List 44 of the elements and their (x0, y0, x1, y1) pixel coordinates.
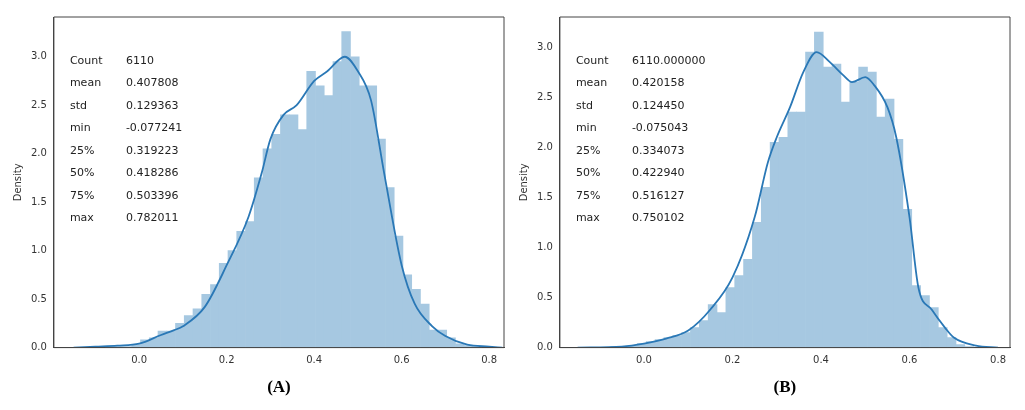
y-tick-label: 2.5 (537, 90, 553, 102)
y-tick-label: 2.0 (537, 140, 553, 152)
text: 50% 0.422940 (575, 166, 685, 180)
x-tick-label: 0.6 (901, 354, 918, 366)
y-tick-label: 0.5 (537, 291, 553, 303)
y-tick-label: 0.0 (537, 341, 553, 353)
y-tick-label: 0.0 (31, 341, 47, 353)
y-tick-label: 1.0 (537, 241, 553, 253)
x-tick-label: 0.8 (481, 354, 498, 366)
x-tick-label: 0.0 (636, 354, 652, 366)
x-axis-title: (B) (773, 377, 797, 397)
y-tick-label: 1.5 (31, 195, 47, 207)
x-tick-label: 0.2 (724, 354, 741, 366)
y-tick-label: 3.0 (31, 50, 47, 62)
text: Count 6110.000000 (575, 53, 706, 67)
y-tick-label: 2.5 (31, 98, 47, 110)
y-tick-label: 0.5 (31, 292, 47, 304)
text: std 0.124450 (575, 98, 685, 112)
x-tick-label: 0.8 (990, 354, 1006, 366)
text: 25% 0.319223 (69, 143, 179, 157)
text: min -0.075043 (575, 121, 689, 135)
text: max 0.782011 (69, 211, 179, 225)
text: mean 0.420158 (575, 76, 685, 90)
y-axis-title: Density (517, 163, 529, 202)
text: 50% 0.418286 (69, 166, 179, 180)
text: 75% 0.516127 (575, 188, 685, 202)
text: mean 0.407808 (69, 76, 179, 90)
x-tick-label: 0.6 (393, 354, 410, 366)
text: 25% 0.334073 (575, 143, 685, 157)
x-axis-title: (A) (267, 377, 291, 397)
text: max 0.750102 (575, 211, 685, 225)
x-tick-label: 0.4 (306, 354, 323, 366)
y-tick-label: 1.0 (31, 244, 47, 256)
text: std 0.129363 (69, 98, 179, 112)
y-tick-label: 1.5 (537, 190, 553, 202)
y-tick-label: 2.0 (31, 147, 47, 159)
x-tick-label: 0.4 (813, 354, 829, 366)
text: Count 6110 (69, 53, 154, 67)
y-tick-label: 3.0 (537, 40, 553, 52)
text: min -0.077241 (69, 121, 183, 135)
y-axis-title: Density (11, 163, 23, 202)
x-tick-label: 0.0 (131, 354, 148, 366)
text: 75% 0.503396 (69, 188, 179, 202)
x-tick-label: 0.2 (218, 354, 235, 366)
